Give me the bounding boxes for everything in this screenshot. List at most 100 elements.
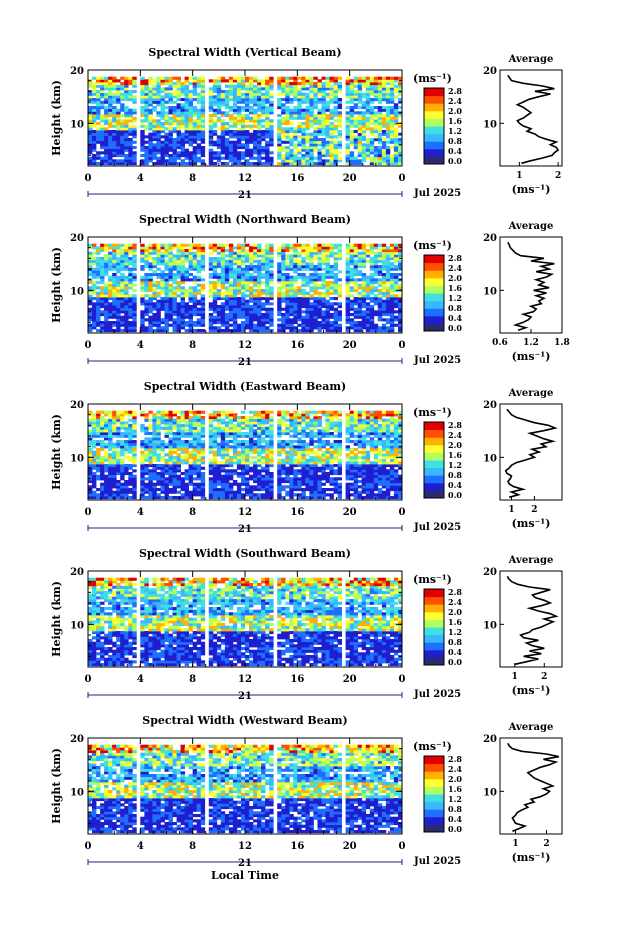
- heatmap-cell: [369, 159, 375, 163]
- heatmap-cell: [281, 111, 286, 115]
- heatmap-cell: [389, 159, 395, 163]
- heatmap-cell: [285, 289, 290, 293]
- heatmap-cell: [269, 84, 274, 88]
- heatmap-cell: [353, 283, 359, 287]
- heatmap-cell: [281, 130, 286, 134]
- heatmap-cell: [329, 100, 334, 104]
- heatmap-cell: [128, 329, 133, 333]
- heatmap-cell: [309, 140, 314, 144]
- heatmap-cell: [196, 108, 202, 112]
- heatmap-cell: [353, 140, 359, 144]
- heatmap-cell: [140, 124, 145, 128]
- heatmap-cell: [132, 259, 137, 263]
- heatmap-cell: [337, 313, 342, 317]
- heatmap-cell: [120, 305, 125, 309]
- heatmap-cell: [313, 95, 318, 99]
- heatmap-cell: [241, 108, 246, 112]
- heatmap-cell: [353, 159, 359, 163]
- heatmap-cell: [220, 265, 226, 269]
- heatmap-cell: [112, 116, 117, 120]
- heatmap-cell: [124, 283, 129, 287]
- heatmap-cell: [112, 297, 117, 301]
- heatmap-cell: [224, 305, 230, 309]
- heatmap-cell: [192, 119, 198, 123]
- heatmap-cell: [257, 286, 262, 290]
- heatmap-cell: [128, 426, 133, 430]
- heatmap-cell: [124, 119, 129, 123]
- heatmap-cell: [176, 143, 181, 147]
- heatmap-cell: [92, 323, 97, 327]
- heatmap-cell: [373, 122, 379, 126]
- heatmap-cell: [96, 259, 101, 263]
- heatmap-cell: [160, 302, 165, 306]
- heatmap-cell: [241, 246, 246, 250]
- heatmap-cell: [285, 127, 290, 131]
- heatmap-cell: [245, 294, 250, 298]
- heatmap-cell: [124, 426, 129, 430]
- heatmap-cell: [373, 114, 379, 118]
- heatmap-cell: [349, 114, 355, 118]
- heatmap-cell: [216, 143, 222, 147]
- heatmap-cell: [140, 92, 145, 96]
- heatmap-cell: [144, 485, 149, 489]
- heatmap-cell: [245, 143, 250, 147]
- heatmap-cell: [88, 116, 93, 120]
- heatmap-cell: [168, 480, 173, 484]
- heatmap-cell: [140, 114, 145, 118]
- heatmap-cell: [124, 318, 129, 322]
- heatmap-cell: [305, 257, 310, 261]
- heatmap-cell: [269, 321, 274, 325]
- heatmap-cell: [269, 106, 274, 110]
- heatmap-cell: [393, 130, 399, 134]
- heatmap-cell: [228, 283, 234, 287]
- heatmap-cell: [377, 291, 383, 295]
- heatmap-cell: [313, 143, 318, 147]
- heatmap-cell: [200, 79, 206, 83]
- heatmap-cell: [245, 243, 250, 247]
- heatmap-cell: [180, 162, 185, 166]
- heatmap-cell: [148, 426, 153, 430]
- heatmap-cell: [393, 148, 399, 152]
- heatmap-cell: [132, 132, 137, 136]
- heatmap-cell: [377, 90, 383, 94]
- heatmap-cell: [285, 305, 290, 309]
- heatmap-cell: [112, 151, 117, 155]
- heatmap-cell: [180, 488, 185, 492]
- heatmap-cell: [96, 127, 101, 131]
- heatmap-cell: [389, 273, 395, 277]
- heatmap-cell: [361, 318, 367, 322]
- heatmap-cell: [120, 472, 125, 476]
- heatmap-cell: [180, 275, 185, 279]
- heatmap-cell: [168, 267, 173, 271]
- heatmap-cell: [88, 127, 93, 131]
- heatmap-cell: [164, 416, 169, 420]
- heatmap-cell: [228, 87, 234, 91]
- heatmap-cell: [285, 294, 290, 298]
- heatmap-cell: [393, 318, 399, 322]
- heatmap-cell: [112, 111, 117, 115]
- heatmap-cell: [92, 267, 97, 271]
- heatmap-cell: [325, 146, 330, 150]
- heatmap-cell: [345, 246, 350, 250]
- heatmap-cell: [200, 294, 206, 298]
- heatmap-cell: [156, 453, 161, 457]
- heatmap-cell: [144, 299, 149, 303]
- heatmap-cell: [301, 249, 306, 253]
- heatmap-cell: [377, 106, 383, 110]
- heatmap-cell: [301, 84, 306, 88]
- heatmap-cell: [373, 310, 379, 314]
- heatmap-cell: [120, 291, 125, 295]
- heatmap-cell: [245, 87, 250, 91]
- heatmap-cell: [144, 87, 149, 91]
- heatmap-cell: [377, 249, 383, 253]
- colorbar-swatch: [424, 270, 444, 279]
- heatmap-cell: [329, 254, 334, 258]
- heatmap-cell: [120, 466, 125, 470]
- heatmap-cell: [100, 127, 105, 131]
- heatmap-cell: [200, 243, 206, 247]
- heatmap-cell: [180, 108, 185, 112]
- heatmap-cell: [144, 326, 149, 330]
- heatmap-cell: [112, 450, 117, 454]
- heatmap-cell: [92, 480, 97, 484]
- heatmap-cell: [253, 92, 258, 96]
